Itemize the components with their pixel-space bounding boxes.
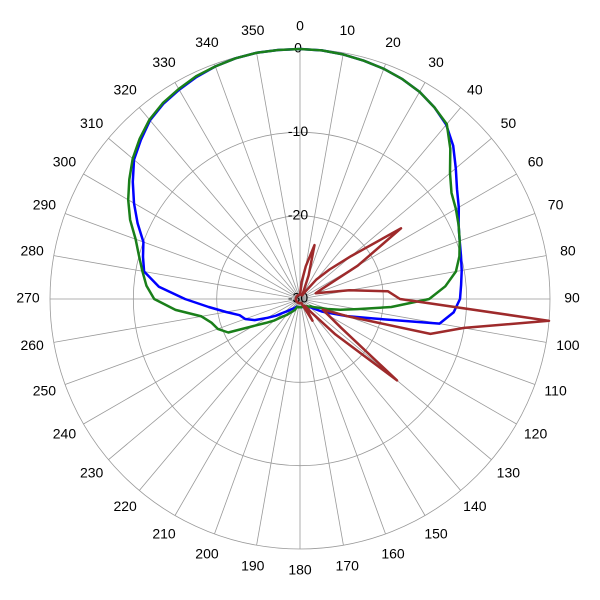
angle-label: 180	[288, 562, 312, 578]
spoke	[299, 107, 462, 300]
spoke	[299, 298, 462, 491]
angle-label: 200	[195, 545, 219, 561]
angle-label: 170	[336, 558, 360, 574]
angle-label: 300	[53, 154, 77, 170]
spoke	[108, 137, 301, 300]
r-tick-label: -20	[288, 206, 308, 222]
angle-label: 70	[548, 197, 564, 213]
spoke	[64, 298, 301, 385]
spoke	[174, 298, 301, 516]
spoke	[299, 213, 536, 300]
angle-label: 210	[152, 525, 176, 541]
spoke	[256, 298, 301, 546]
angle-label: 150	[424, 525, 448, 541]
angle-label: 190	[241, 558, 265, 574]
angle-label: 270	[16, 290, 40, 306]
spoke	[299, 298, 344, 546]
angle-label: 120	[524, 426, 548, 442]
spoke	[64, 213, 301, 300]
spoke	[174, 82, 301, 300]
series-line	[126, 47, 461, 334]
spoke	[53, 255, 301, 300]
angle-label: 0	[296, 18, 304, 34]
angle-label: 280	[20, 242, 44, 258]
angle-label: 240	[53, 426, 77, 442]
angle-label: 260	[20, 337, 44, 353]
spoke	[299, 63, 386, 300]
spoke	[299, 298, 426, 516]
spoke	[299, 173, 517, 300]
angle-label: 20	[385, 34, 401, 50]
angle-label: 60	[528, 154, 544, 170]
angle-label: 40	[467, 81, 483, 97]
spoke	[108, 298, 301, 461]
spoke	[299, 298, 386, 535]
angle-label: 340	[195, 34, 219, 50]
spoke	[299, 82, 426, 300]
series-line	[294, 227, 551, 382]
spoke	[138, 298, 301, 491]
spoke	[214, 63, 301, 300]
spoke	[214, 298, 301, 535]
angle-label: 10	[339, 22, 355, 38]
angle-label: 320	[113, 81, 137, 97]
ring	[132, 131, 468, 467]
spoke	[83, 173, 301, 300]
angle-label: 100	[556, 337, 580, 353]
spoke	[138, 107, 301, 300]
r-tick-label: 0	[294, 40, 302, 56]
spoke	[299, 298, 517, 425]
ring	[216, 215, 384, 383]
angle-label: 130	[497, 465, 521, 481]
spoke	[83, 298, 301, 425]
angle-label: 80	[560, 242, 576, 258]
angle-label: 110	[544, 383, 567, 399]
spoke	[256, 52, 301, 300]
spoke	[53, 298, 301, 343]
angle-label: 220	[113, 498, 137, 514]
angle-label: 50	[501, 115, 517, 131]
spoke	[299, 298, 547, 343]
r-tick-label: -10	[288, 123, 308, 139]
angle-label: 350	[241, 22, 265, 38]
angle-label: 230	[80, 465, 104, 481]
angle-label: 310	[80, 115, 104, 131]
angle-label: 250	[33, 383, 57, 399]
spoke	[299, 52, 344, 300]
angle-label: 90	[564, 290, 580, 306]
angle-label: 290	[33, 197, 57, 213]
angle-label: 30	[428, 54, 444, 70]
angle-label: 330	[152, 54, 176, 70]
angle-label: 160	[381, 545, 405, 561]
spoke	[299, 137, 492, 300]
angle-label: 140	[463, 498, 487, 514]
